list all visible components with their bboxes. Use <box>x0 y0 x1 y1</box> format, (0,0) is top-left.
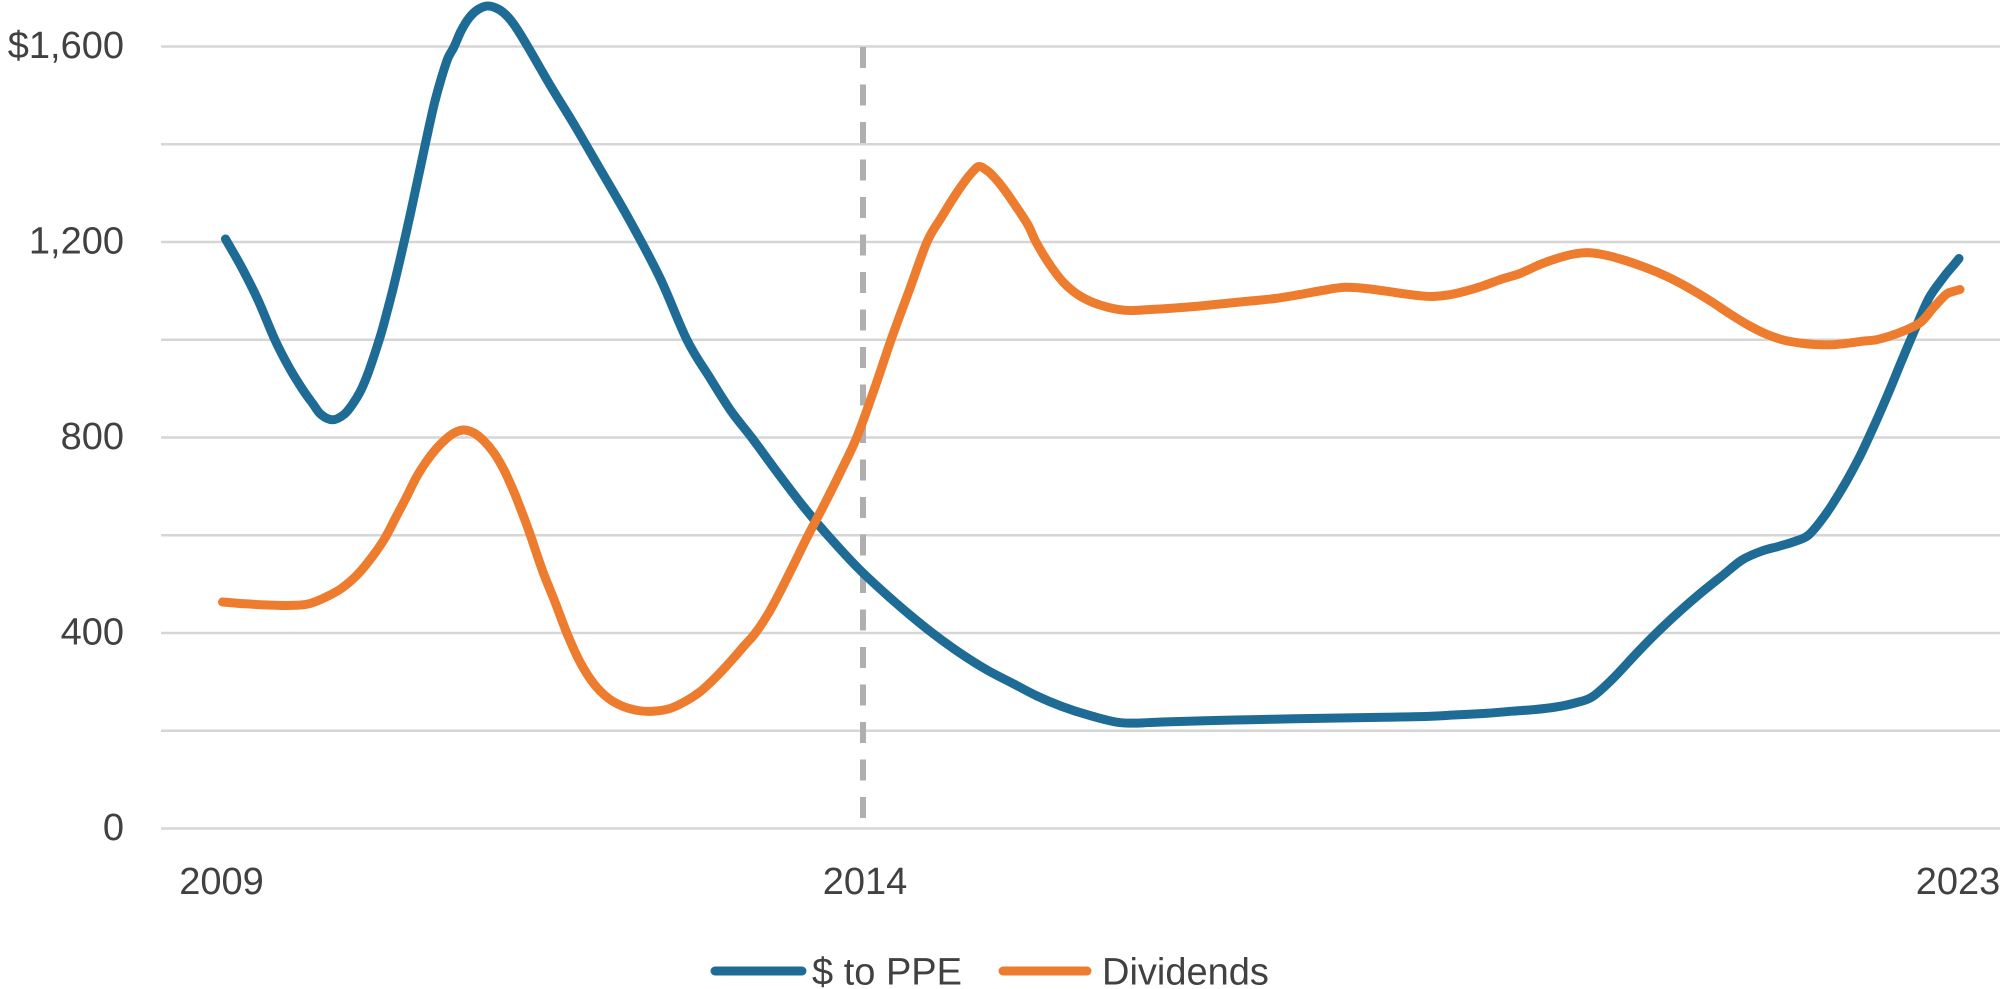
svg-text:800: 800 <box>61 416 124 458</box>
svg-text:$ to PPE: $ to PPE <box>812 952 962 989</box>
svg-text:1,200: 1,200 <box>29 221 124 263</box>
svg-text:2009: 2009 <box>179 861 264 903</box>
svg-text:Dividends: Dividends <box>1102 952 1269 989</box>
svg-text:400: 400 <box>61 612 124 654</box>
svg-text:0: 0 <box>103 807 124 849</box>
svg-text:2014: 2014 <box>823 861 908 903</box>
svg-text:2023: 2023 <box>1916 861 2000 903</box>
svg-text:$1,600: $1,600 <box>8 25 124 67</box>
